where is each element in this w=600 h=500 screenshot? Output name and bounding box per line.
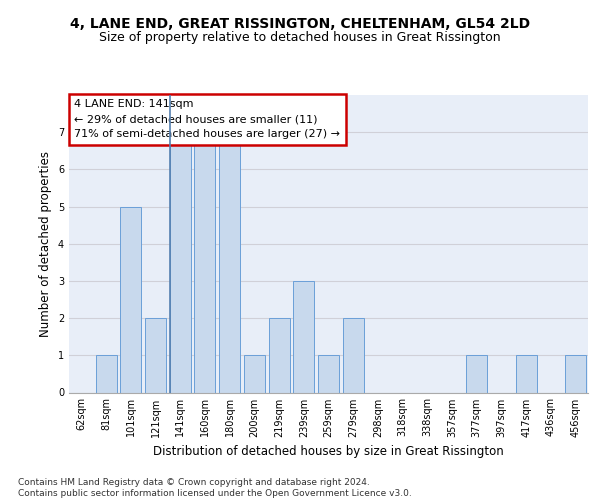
Text: Contains HM Land Registry data © Crown copyright and database right 2024.
Contai: Contains HM Land Registry data © Crown c… bbox=[18, 478, 412, 498]
Bar bbox=[318, 356, 339, 393]
Bar bbox=[343, 318, 364, 392]
Bar bbox=[244, 356, 265, 393]
Bar bbox=[145, 318, 166, 392]
Text: Size of property relative to detached houses in Great Rissington: Size of property relative to detached ho… bbox=[99, 31, 501, 44]
Bar bbox=[269, 318, 290, 392]
Bar bbox=[194, 132, 215, 392]
Bar bbox=[565, 356, 586, 393]
Text: 4, LANE END, GREAT RISSINGTON, CHELTENHAM, GL54 2LD: 4, LANE END, GREAT RISSINGTON, CHELTENHA… bbox=[70, 18, 530, 32]
Bar bbox=[293, 281, 314, 392]
Bar bbox=[219, 132, 240, 392]
Y-axis label: Number of detached properties: Number of detached properties bbox=[40, 151, 52, 337]
Text: 4 LANE END: 141sqm
← 29% of detached houses are smaller (11)
71% of semi-detache: 4 LANE END: 141sqm ← 29% of detached hou… bbox=[74, 100, 340, 139]
Bar bbox=[120, 206, 141, 392]
Bar bbox=[95, 356, 116, 393]
Bar bbox=[466, 356, 487, 393]
X-axis label: Distribution of detached houses by size in Great Rissington: Distribution of detached houses by size … bbox=[153, 445, 504, 458]
Bar bbox=[516, 356, 537, 393]
Bar bbox=[170, 132, 191, 392]
